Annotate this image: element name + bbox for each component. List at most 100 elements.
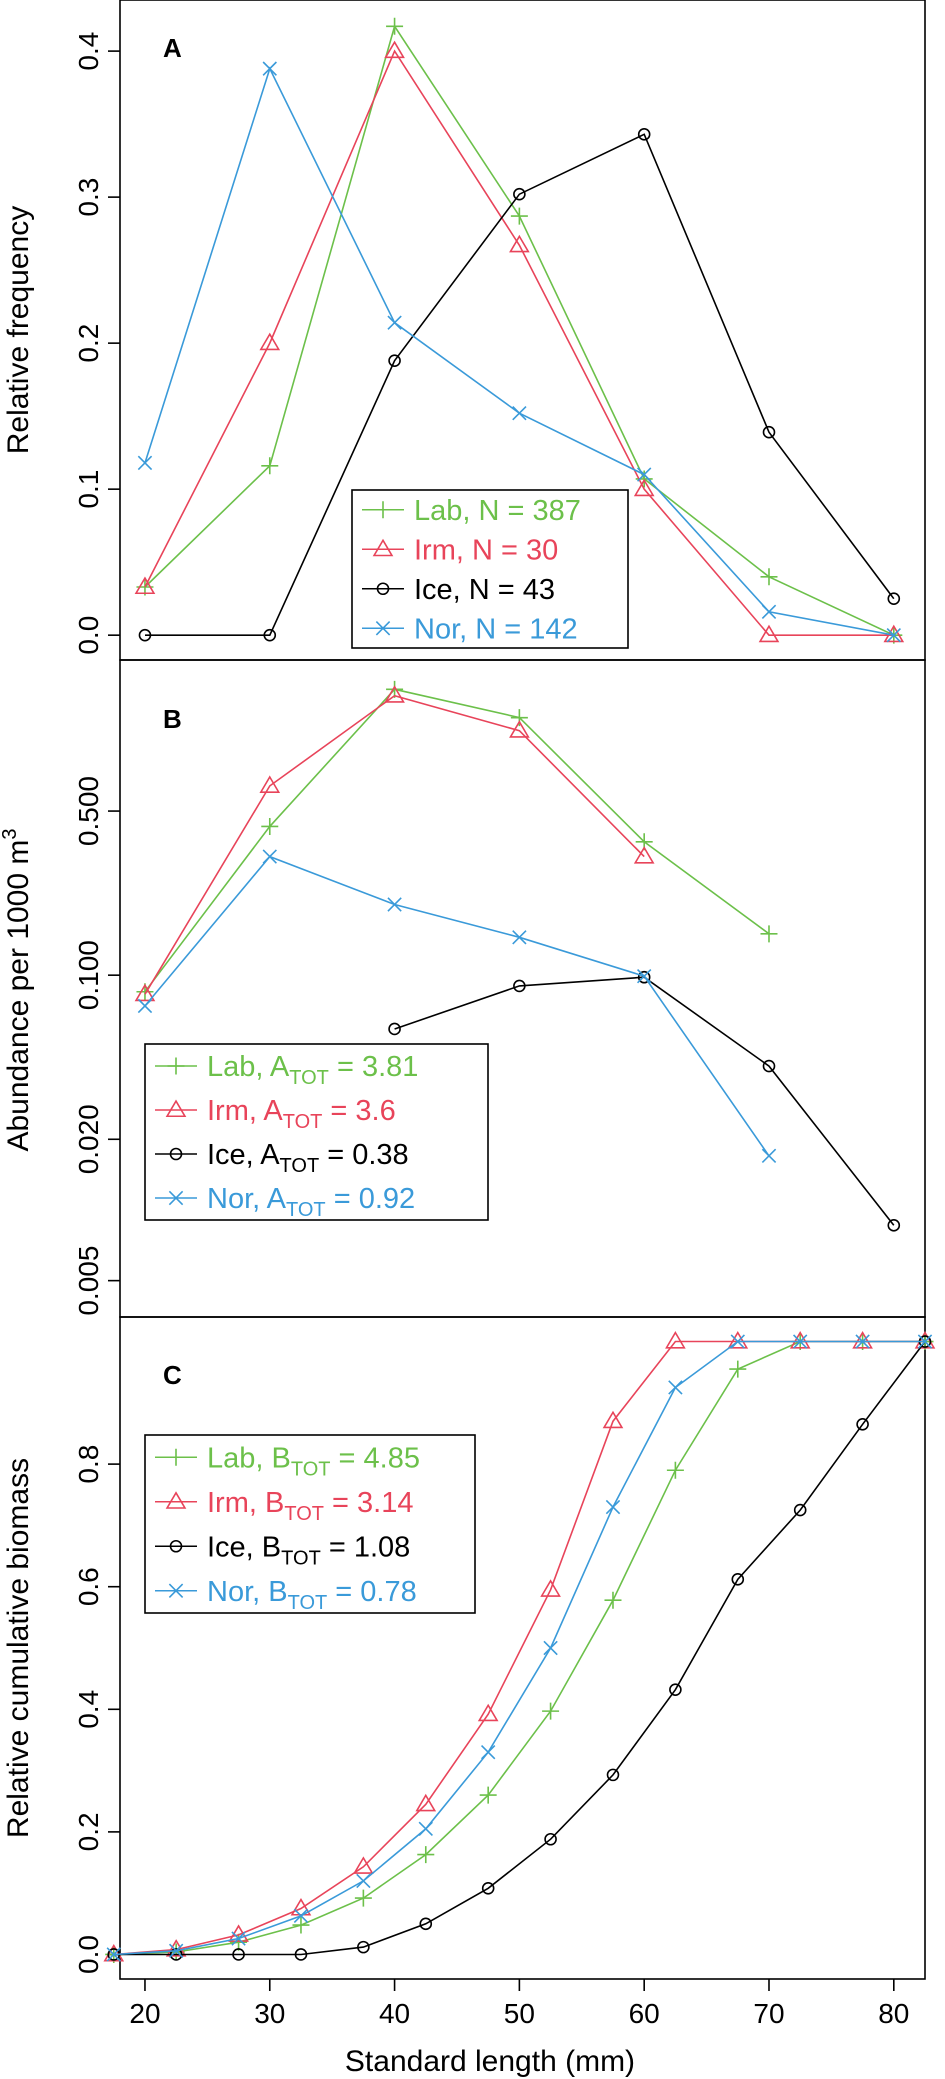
panel-b: B Abundance per 1000 m3 0.005 0.020 0.100 0… [0,659,926,1318]
panel-b-irm-point [384,685,405,703]
panel-b-irm-line [144,694,645,995]
panel-c-legend-irm-marker [165,1491,187,1509]
panel-a-legend-nor-prefix: Nor, N = [414,613,529,645]
panel-c: C Relative cumulative biomass Standard l… [2,1316,936,2078]
panel-c-nor-point [168,1943,184,1958]
panel-c-lab-line [113,1340,925,1956]
panel-a-label: A [163,33,182,63]
panel-b-lab-point [261,817,279,835]
panel-b-y-tick-label: 0.100 [73,940,104,1010]
panel-c-lab-point [604,1591,622,1609]
panel-c-ice-point [481,1881,495,1895]
x-tick-label: 70 [753,1998,784,2029]
panel-c-nor-point [418,1821,433,1837]
panel-b-lab-point [760,925,778,943]
panel-c-ice-point [357,1940,370,1954]
panel-b-lab-line [144,688,770,993]
panel-b-y-axis-label: Abundance per 1000 m3 [0,828,35,1151]
panel-c-nor-point [293,1908,309,1924]
panel-a-irm-point [384,40,405,59]
panel-c-ice-point [669,1683,682,1696]
panel-b-legend-lab-prefix: Lab, A [207,1051,290,1083]
panel-c-legend-nor-marker [168,1583,184,1598]
panel-a-ice-point [637,128,651,141]
panel-b-irm-point [509,720,530,738]
panel-c-irm-point [540,1579,561,1597]
panel-b-ice-point [513,979,526,993]
panel-a-y-axis-label: Relative frequency [2,206,35,454]
panel-b-legend-irm-subscript: TOT [283,1111,323,1133]
panel-c-legend-lab-marker [167,1448,185,1466]
x-tick-label: 80 [878,1998,909,2029]
panel-c-legend-lab-label: Lab, BTOT = 4.85 [207,1442,420,1480]
panel-c-nor-point [543,1640,558,1656]
panel-a-lab-point [261,457,279,475]
panel-b-y-tick-label: 0.500 [73,776,104,846]
panel-b-ice-point [762,1059,776,1073]
panel-b-legend-ice-label: Ice, ATOT = 0.38 [207,1139,409,1177]
panel-c-lab-point [417,1846,435,1864]
panel-a-nor-point [761,604,777,620]
panel-c-ice-point [294,1948,308,1961]
panel-a-y-tick-label: 0.0 [73,616,104,655]
panel-a-lab-point [510,207,528,225]
panel-a-legend-ice-prefix: Ice, N = [414,574,523,606]
x-tick-label: 20 [129,1998,160,2029]
panel-c-nor-point [356,1873,371,1889]
panel-c-irm-point [415,1793,437,1812]
panel-c-label: C [163,1360,182,1390]
panel-c-legend-nor-label: Nor, BTOT = 0.78 [207,1576,417,1614]
panel-a-legend-irm-marker [372,538,394,557]
panel-a-irm-point [758,624,780,643]
panel-c-y-tick-label: 0.4 [73,1690,104,1729]
panel-b-legend-lab-value: = 3.81 [329,1051,419,1083]
panel-c-ice-point [856,1417,869,1431]
panel-a: A Relative frequency 0.0 0.1 0.2 0.3 0.4 Lab,… [2,0,926,661]
panel-c-y-tick-label: 0.0 [73,1935,104,1974]
panel-c-legend-box [144,1434,476,1614]
panel-a-irm-point [259,332,281,351]
panel-a-ice-point [513,187,526,201]
panel-c-lab-point [230,1933,248,1951]
panel-b-nor-point [387,897,402,912]
panel-c-lab-point [542,1702,560,1720]
panel-c-irm-point [602,1410,624,1429]
panel-a-legend-ice-label: Ice, N = 43 [414,574,555,606]
panel-b-y-axis-label-main: Abundance per 1000 m [2,840,35,1152]
panel-c-legend-nor-subscript: TOT [288,1592,328,1614]
panel-a-ice-point [263,628,277,642]
panel-b-legend-nor-subscript: TOT [286,1199,326,1221]
panel-c-legend-ice-value: = 1.08 [321,1531,411,1563]
panel-a-legend-box [351,489,629,649]
panel-a-legend-lab-prefix: Lab, N = [414,495,533,527]
panel-c-y-tick-label: 0.2 [73,1812,104,1851]
panel-a-legend-ice-value: 43 [523,574,555,606]
panel-b-irm-point [134,983,156,1002]
panel-a-nor-point [512,406,527,421]
panel-a-irm-line [144,49,894,637]
panel-c-irm-line [113,1340,925,1956]
panel-c-lab-point [479,1786,497,1804]
panel-c-legend-ice-marker [169,1539,183,1553]
panel-c-frame [119,1316,926,1980]
panel-c-legend-nor-value: = 0.78 [327,1576,417,1608]
panel-b-legend-box [144,1043,489,1221]
x-tick-label: 40 [379,1998,410,2029]
panel-a-ice-point [762,425,776,439]
panel-b-irm-point [259,775,281,793]
panel-c-legend-ice-prefix: Ice, B [207,1531,281,1563]
panel-c-lab-point [354,1889,372,1907]
panel-b-legend-irm-marker [165,1099,187,1118]
panel-a-lab-point [760,568,778,586]
panel-b-label: B [163,704,182,734]
panel-c-nor-point [855,1334,870,1349]
panel-c-lab-point [729,1360,747,1378]
x-axis-label: Standard length (mm) [345,2045,635,2078]
panel-c-nor-point [480,1745,496,1760]
panel-a-irm-point [633,478,655,497]
panel-c-nor-point [605,1499,621,1515]
panel-a-legend-nor-label: Nor, N = 142 [414,613,578,645]
panel-a-legend-lab-label: Lab, N = 387 [414,495,581,527]
panel-c-irm-point [477,1703,499,1722]
